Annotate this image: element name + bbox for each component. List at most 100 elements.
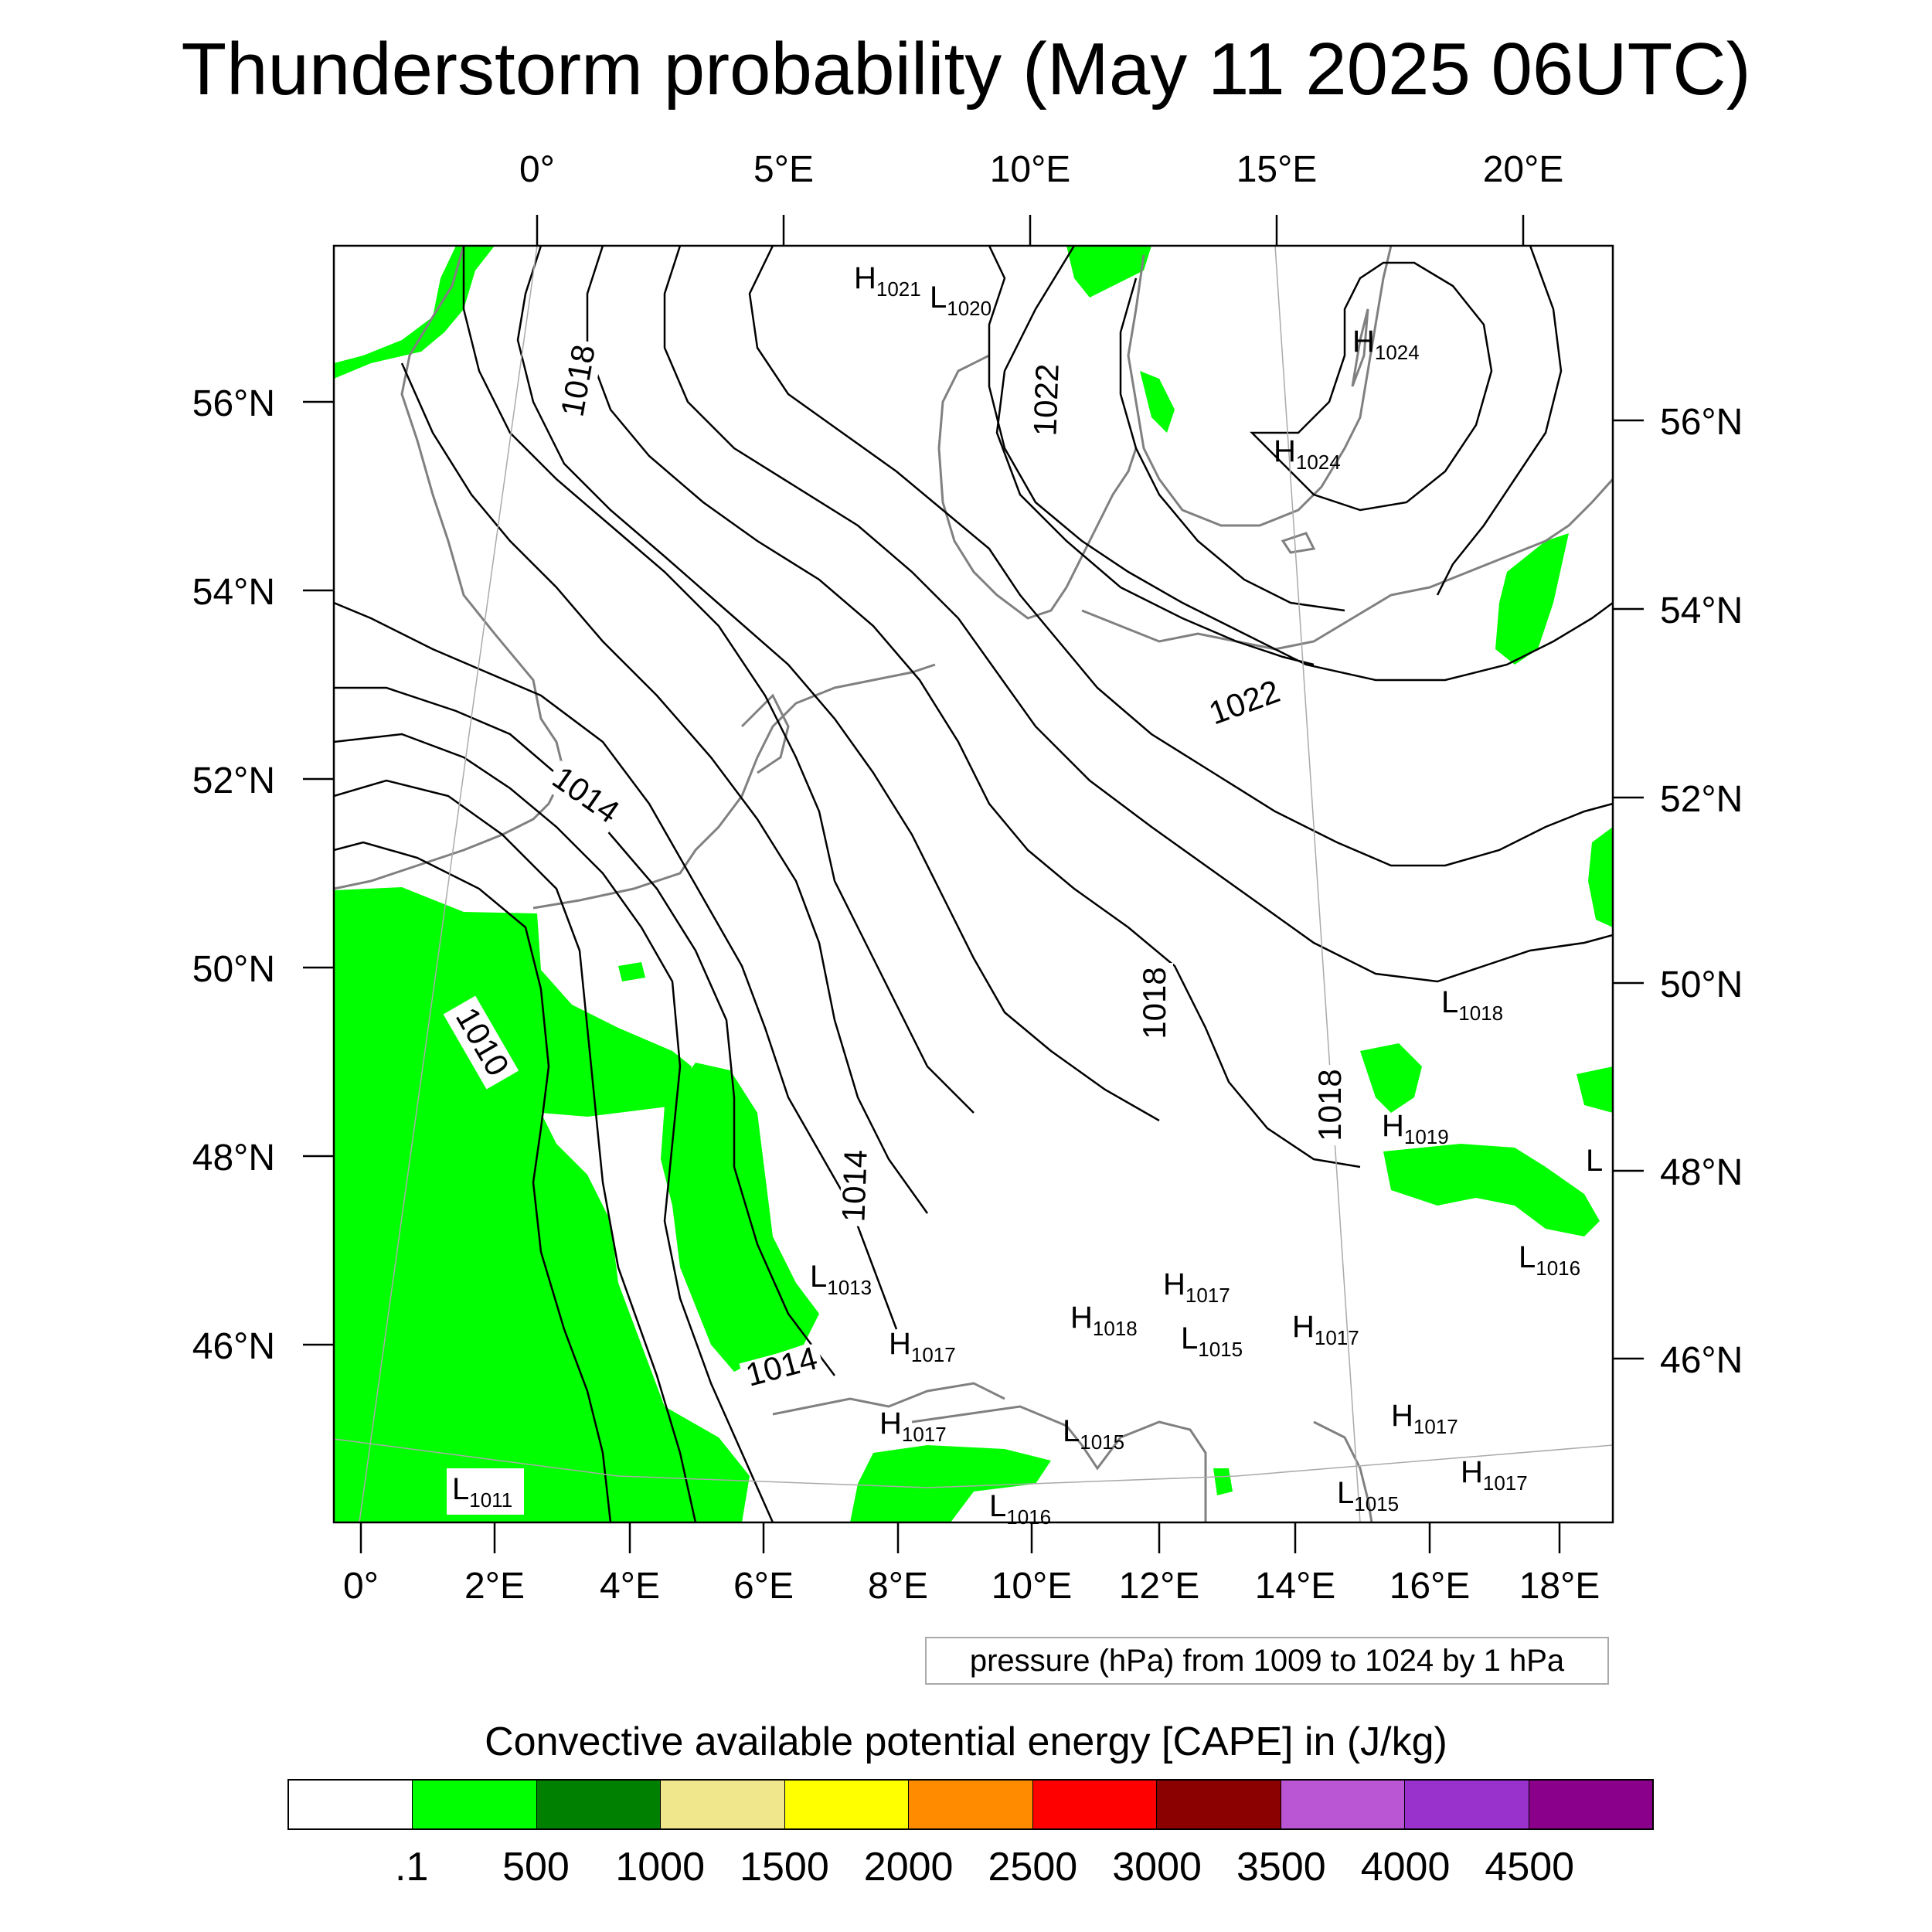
- isobar-label: 1022: [1204, 672, 1284, 731]
- grid-lat-45n: [334, 1438, 1613, 1488]
- bottom-lon-label: 14°E: [1255, 1566, 1336, 1607]
- cape-area-east-edge: [1577, 1066, 1613, 1113]
- bottom-lon-label: 8°E: [868, 1566, 928, 1607]
- colorbar-swatch: [1529, 1781, 1652, 1828]
- colorbar-labels: .1 500 1000 1500 2000 2500 3000 3500 4000 4500: [0, 1844, 1932, 1898]
- right-lat-label: 54°N: [1660, 590, 1743, 631]
- coast-denmark: [937, 354, 1138, 620]
- border-alps: [772, 1382, 1005, 1416]
- isobar-east: [1436, 246, 1563, 596]
- isobar-label: 1018: [553, 342, 602, 419]
- colorbar-swatch: [1281, 1781, 1406, 1828]
- cape-area-hungary: [1360, 1043, 1422, 1113]
- graticule: [334, 246, 1613, 1522]
- pressure-center: L1018: [1441, 985, 1503, 1025]
- pressure-center: L1015: [1063, 1414, 1124, 1454]
- colorbar-title: Convective available potential energy [C…: [485, 1719, 1447, 1764]
- pressure-center: H1019: [1382, 1109, 1449, 1148]
- pressure-center: H1017: [879, 1406, 947, 1446]
- cape-area-poland: [1495, 533, 1569, 665]
- coast-italy-north: [911, 1405, 1207, 1522]
- colorbar-label: 4500: [1485, 1845, 1575, 1889]
- cape-area-northwest: [334, 246, 495, 379]
- coastlines: [334, 246, 1613, 1522]
- bottom-lon-label: 6°E: [733, 1566, 794, 1607]
- cape-area-sweden: [1140, 371, 1175, 433]
- colorbar-label: 4000: [1360, 1845, 1451, 1889]
- top-lon-label: 0°: [519, 149, 555, 190]
- colorbar-swatch: [1405, 1781, 1529, 1828]
- top-lon-label: 5°E: [753, 149, 814, 190]
- cape-area-north: [1066, 246, 1151, 298]
- cape-area-west: [334, 887, 750, 1522]
- colorbar-label: .1: [395, 1845, 429, 1889]
- left-lat-label: 50°N: [192, 949, 275, 990]
- pressure-centers: H1021 L1020 H1024 H1024 L1018 H1019 L L1…: [447, 261, 1603, 1529]
- coast-continent: [532, 663, 936, 910]
- bottom-lon-label: 4°E: [600, 1566, 660, 1607]
- isobar-1024: [1249, 261, 1493, 512]
- isobar-1021: [988, 246, 1613, 682]
- cape-area-adriatic: [1213, 1468, 1233, 1495]
- top-lon-labels: 0° 5°E 10°E 15°E 20°E: [519, 149, 1563, 190]
- colorbar-label: 1000: [615, 1845, 706, 1889]
- left-lat-labels: 56°N 54°N 52°N 50°N 48°N 46°N: [192, 383, 275, 1367]
- coast-gotland: [1351, 308, 1369, 387]
- pressure-center: L1016: [989, 1489, 1051, 1529]
- colorbar-label: 500: [502, 1845, 570, 1889]
- isobar-1019: [663, 246, 1613, 983]
- cape-area-south: [850, 1445, 1051, 1522]
- coast-sweden: [1127, 246, 1393, 527]
- cape-area-slovakia: [1383, 1144, 1600, 1236]
- pressure-center: H1024: [1274, 434, 1341, 474]
- bottom-lon-labels: 0° 2°E 4°E 6°E 8°E 10°E 12°E 14°E 16°E 1…: [343, 1566, 1600, 1607]
- left-lat-label: 52°N: [192, 760, 275, 801]
- colorbar-swatch: [784, 1781, 910, 1828]
- pressure-center: L: [1586, 1144, 1603, 1178]
- pressure-center: L1016: [1519, 1240, 1580, 1280]
- map-frame: [332, 244, 1614, 1524]
- isobar-1015: [400, 362, 929, 1214]
- pressure-center: H1018: [1070, 1301, 1138, 1340]
- cape-area-east: [1588, 827, 1613, 927]
- pressure-center: L1020: [930, 281, 992, 320]
- pressure-center: H1021: [854, 261, 921, 301]
- colorbar-swatch: [661, 1781, 785, 1828]
- pressure-note: pressure (hPa) from 1009 to 1024 by 1 hP…: [925, 1637, 1609, 1685]
- bottom-lon-label: 16°E: [1389, 1566, 1471, 1607]
- pressure-center: L1013: [810, 1260, 872, 1299]
- pressure-center: H1024: [1352, 325, 1420, 364]
- colorbar-label: 3000: [1112, 1845, 1202, 1889]
- cape-area-small: [618, 962, 645, 981]
- l1011-background: [447, 1468, 524, 1515]
- isobar-label: 1018: [1136, 967, 1172, 1039]
- bottom-lon-label: 10°E: [992, 1566, 1073, 1607]
- colorbar-swatch: [1157, 1781, 1281, 1828]
- isobar-1012: [334, 733, 774, 1522]
- isobar-1022: [995, 246, 1315, 666]
- isobars: [334, 246, 1613, 1522]
- isobar-label: 1018: [1311, 1069, 1348, 1141]
- right-lat-label: 46°N: [1660, 1340, 1743, 1381]
- colorbar-label: 2000: [863, 1845, 954, 1889]
- top-lon-label: 20°E: [1483, 149, 1564, 190]
- colorbar-label: 1500: [740, 1845, 829, 1889]
- coast-netherlands: [740, 693, 790, 774]
- isobar-1023: [1119, 277, 1345, 612]
- isobar-label: 1022: [1026, 363, 1065, 437]
- right-lat-label: 48°N: [1660, 1152, 1743, 1193]
- pressure-center: H1017: [1461, 1455, 1528, 1495]
- tick-marks: [303, 215, 1644, 1553]
- left-lat-label: 48°N: [192, 1138, 275, 1179]
- isobar-label: 1014: [835, 1149, 873, 1223]
- right-lat-label: 52°N: [1660, 779, 1743, 820]
- coast-bornholm: [1281, 532, 1316, 554]
- isobar-1020: [748, 246, 1613, 867]
- isobar-1011: [334, 779, 697, 1522]
- pressure-center: L1015: [1337, 1476, 1399, 1515]
- colorbar-swatch: [413, 1781, 537, 1828]
- isobar-1018: [586, 246, 1361, 1168]
- top-lon-label: 15°E: [1236, 149, 1318, 190]
- colorbar-swatch: [536, 1781, 662, 1828]
